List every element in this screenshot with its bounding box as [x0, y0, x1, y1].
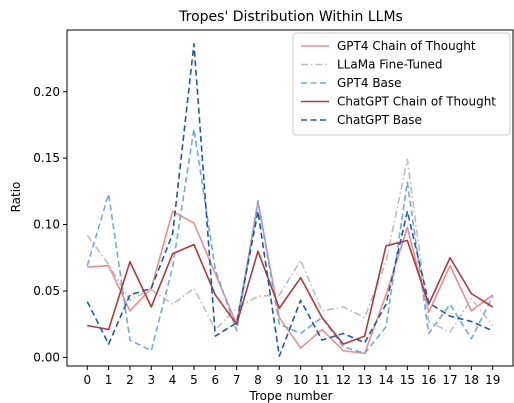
- y-tick-label: 0.05: [33, 284, 60, 298]
- x-tick-label: 9: [276, 373, 284, 387]
- series-line-2: [86, 158, 494, 333]
- legend-label: LLaMa Fine-Tuned: [337, 58, 443, 72]
- x-tick-label: 15: [400, 373, 415, 387]
- x-tick-label: 5: [190, 373, 198, 387]
- x-tick-label: 16: [421, 373, 436, 387]
- x-tick-label: 3: [147, 373, 155, 387]
- x-tick-label: 2: [126, 373, 134, 387]
- x-tick-label: 1: [105, 373, 113, 387]
- ticks-layer: 0 1 2 3 4 5 6 7 8 9 10 11 12 13 14 15 16 17 18 190.000.050.…: [33, 85, 500, 387]
- x-tick-label: 19: [485, 373, 500, 387]
- y-axis-title: Ratio: [9, 182, 23, 213]
- x-tick-label: 18: [464, 373, 479, 387]
- legend-label: GPT4 Chain of Thought: [337, 39, 476, 53]
- x-tick-label: 11: [314, 373, 329, 387]
- legend-label: ChatGPT Chain of Thought: [337, 95, 496, 109]
- y-tick-label: 0.20: [33, 85, 60, 99]
- x-tick-label: 13: [357, 373, 372, 387]
- x-tick-label: 17: [442, 373, 457, 387]
- y-tick-label: 0.00: [33, 350, 60, 364]
- plot-frame: [66, 29, 514, 367]
- x-tick-label: 4: [169, 373, 177, 387]
- legend: GPT4 Chain of Thought LLaMa Fine-Tuned GPT…: [292, 32, 511, 136]
- x-tick-label: 7: [233, 373, 241, 387]
- x-tick-label: 12: [336, 373, 351, 387]
- chart-title: Tropes' Distribution Within LLMs: [178, 9, 403, 25]
- series-line-3: [86, 128, 494, 355]
- x-tick-label: 0: [83, 373, 91, 387]
- x-axis-title: Trope number: [248, 389, 332, 403]
- legend-label: GPT4 Base: [337, 76, 402, 90]
- x-tick-label: 6: [211, 373, 219, 387]
- x-tick-label: 14: [378, 373, 393, 387]
- series-line-4: [87, 239, 494, 345]
- y-tick-label: 0.10: [33, 218, 60, 232]
- x-tick-label: 8: [254, 373, 262, 387]
- series-layer: [86, 43, 494, 357]
- legend-label: ChatGPT Base: [337, 113, 422, 127]
- y-tick-label: 0.15: [33, 151, 60, 165]
- legend-box: [292, 32, 511, 136]
- series-line-5: [86, 43, 494, 357]
- x-tick-label: 10: [293, 373, 308, 387]
